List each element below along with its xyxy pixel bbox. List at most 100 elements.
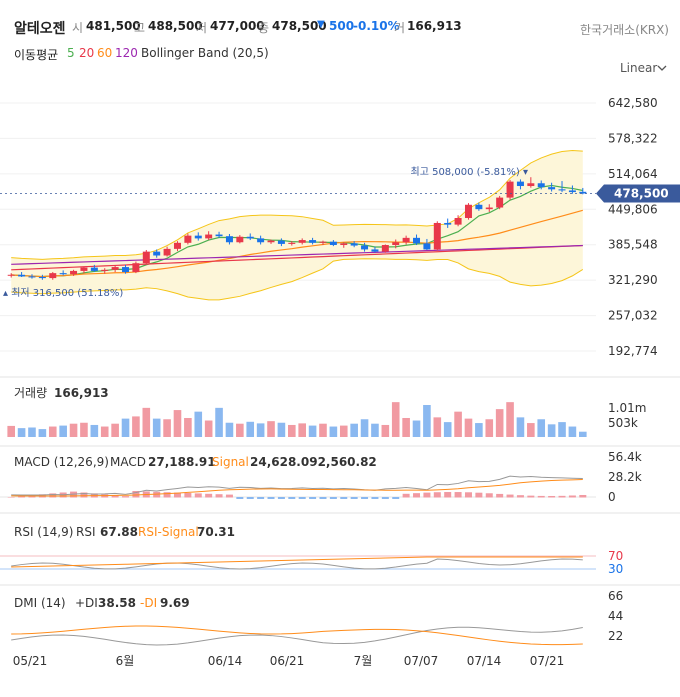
candle-body [454, 218, 462, 225]
macd-histogram-bar [444, 492, 452, 498]
volume-bar [579, 431, 587, 437]
candle [298, 238, 306, 245]
macd-histogram-bar [506, 494, 514, 498]
macd-histogram-bar [163, 492, 171, 498]
volume-bar [360, 419, 369, 437]
rsi-70-tick: 70 [608, 549, 623, 563]
candle [288, 241, 296, 246]
macd-histogram-bar [18, 496, 26, 498]
candle [527, 177, 535, 188]
candle-body [18, 274, 26, 277]
price-tick-label: 449,806 [608, 202, 658, 216]
candle [163, 246, 171, 257]
macd-signal-value: 24,628.092,560.82 [250, 455, 377, 469]
macd-histogram-bar [568, 495, 576, 498]
chevron-down-icon[interactable] [657, 65, 667, 71]
candle-body [527, 183, 535, 187]
macd-histogram-bar [194, 493, 202, 498]
volume-bar [527, 423, 535, 437]
ma20-legend[interactable]: 20 [79, 46, 95, 60]
candle-body [381, 245, 389, 252]
close-label: 종 [258, 21, 270, 35]
volume-bar [454, 411, 462, 437]
candle-body [7, 274, 15, 276]
macd-histogram-bar [132, 491, 140, 498]
volume-bar [59, 425, 67, 437]
volume-bar [256, 423, 265, 437]
volume-bar [495, 409, 504, 437]
ma5-legend[interactable]: 5 [67, 46, 75, 60]
macd-histogram-bar [454, 492, 462, 498]
dmi-tick: 44 [608, 609, 623, 623]
candle-body [153, 251, 161, 256]
volume-bar [90, 424, 99, 437]
candle [454, 215, 462, 227]
candle-body [194, 235, 202, 239]
dmi-plus-value: 38.58 [98, 596, 136, 610]
candle [225, 233, 233, 245]
volume-bar [236, 423, 244, 437]
bollinger-legend[interactable]: Bollinger Band (20,5) [141, 46, 269, 60]
macd-histogram-bar [111, 495, 119, 498]
dmi-tick: 66 [608, 589, 623, 603]
volume-bar [7, 425, 15, 437]
candle [496, 195, 504, 210]
ma60-legend[interactable]: 60 [97, 46, 113, 60]
volume-bar [547, 424, 556, 437]
candle-body [267, 240, 275, 243]
dmi-minus-label: -DI [140, 596, 157, 610]
scale-select[interactable]: Linear [620, 61, 658, 75]
candle [516, 179, 524, 190]
candle-body [80, 267, 88, 271]
candle [7, 273, 15, 278]
candle-body [38, 276, 46, 279]
candle-body [464, 204, 472, 219]
candle-body [371, 249, 379, 252]
volume-bar [194, 411, 203, 437]
x-axis-label: 07/07 [404, 654, 439, 668]
macd-signal-label: Signal [212, 455, 249, 469]
ma120-legend[interactable]: 120 [115, 46, 138, 60]
volume-bar [288, 424, 296, 437]
high-value: 488,500 [148, 19, 203, 33]
volume-bar [443, 422, 452, 437]
macd-histogram-bar [475, 492, 483, 498]
candle [319, 240, 327, 246]
candle-body [496, 197, 504, 208]
dmi-minus-line [11, 625, 583, 646]
candle-body [558, 189, 566, 191]
volume-bar [558, 422, 566, 437]
ma120-line [11, 244, 583, 265]
stock-name[interactable]: 알테오젠 [14, 21, 66, 37]
candle [371, 246, 379, 253]
price-tick-label: 578,322 [608, 131, 658, 145]
macd-histogram-bar [496, 493, 504, 498]
macd-histogram-bar [392, 497, 400, 499]
candle-body [163, 248, 171, 256]
candle [464, 203, 472, 220]
candle-body [122, 267, 130, 273]
stock-chart[interactable]: 642,580 578,322 514,064 449,806 385,548 321,2… [0, 90, 680, 697]
candle [506, 179, 514, 200]
candle-body [413, 237, 421, 244]
dmi-minus-value: 9.69 [160, 596, 190, 610]
macd-histogram-bar [433, 492, 441, 498]
volume-bar [225, 422, 234, 437]
volume-bar [516, 417, 525, 437]
candle-body [142, 251, 150, 264]
x-axis-label: 05/21 [13, 654, 48, 668]
dmi-plus-label: +DI [75, 596, 98, 610]
x-axis-label: 07/14 [467, 654, 502, 668]
candle-body [516, 181, 524, 187]
macd-histogram-bar [579, 494, 587, 498]
macd-histogram-bar [173, 492, 181, 498]
x-axis-label: 06/21 [270, 654, 305, 668]
candle-body [329, 241, 337, 246]
candle [28, 274, 36, 279]
candle [173, 241, 181, 252]
volume-bar [350, 423, 358, 437]
rsi-signal-label: RSI-Signal [138, 525, 199, 539]
open-value: 481,500 [86, 19, 141, 33]
volume-bar [506, 402, 514, 437]
change-value: 500 [329, 19, 355, 33]
